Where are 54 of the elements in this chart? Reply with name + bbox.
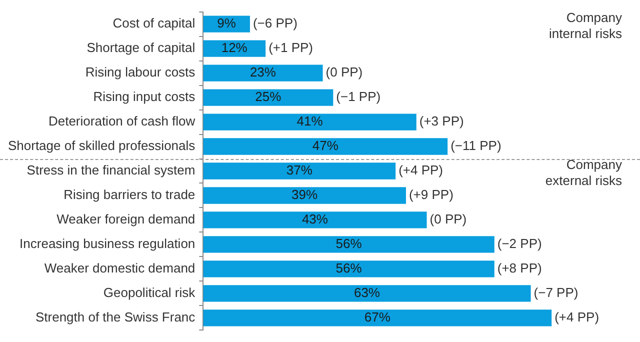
- data-label: 37%: [286, 162, 313, 178]
- data-label: 63%: [354, 285, 380, 300]
- bar: [203, 285, 531, 302]
- y-tick-label: Shortage of skilled professionals: [8, 138, 196, 154]
- bar: [203, 212, 427, 228]
- annotation: Company external risks: [545, 157, 622, 188]
- y-tick-label: Geopolitical risk: [103, 285, 196, 300]
- data-label: 9%: [217, 16, 236, 31]
- bar: [203, 89, 334, 106]
- y-tick-label: Rising input costs: [93, 89, 196, 104]
- annotation: (−7 PP): [534, 285, 578, 300]
- annotation: (−6 PP): [252, 16, 298, 31]
- data-label: 47%: [312, 138, 339, 154]
- annotation: (+8 PP): [497, 260, 542, 276]
- y-tick-label: Increasing business regulation: [20, 236, 196, 252]
- bar: [203, 236, 494, 253]
- data-label: 23%: [250, 64, 276, 80]
- annotation: (+9 PP): [408, 187, 454, 202]
- data-label: 56%: [336, 260, 362, 276]
- bar: [203, 138, 448, 155]
- y-tick-label: Rising barriers to trade: [64, 187, 196, 202]
- data-label: 56%: [336, 236, 362, 252]
- bar: [203, 64, 323, 82]
- data-label: 67%: [364, 310, 391, 325]
- annotation: (+4 PP): [398, 162, 444, 178]
- y-tick-label: Rising labour costs: [85, 64, 196, 80]
- annotation: (+4 PP): [554, 310, 600, 325]
- annotation: (−2 PP): [497, 236, 542, 252]
- y-tick-label: Weaker domestic demand: [44, 260, 196, 276]
- bar: [203, 114, 416, 130]
- annotation: (−1 PP): [336, 89, 381, 104]
- bar: [203, 260, 494, 278]
- data-label: 41%: [296, 114, 324, 129]
- bar: [203, 40, 266, 57]
- data-label: 25%: [255, 89, 282, 104]
- y-tick-label: Deterioration of cash flow: [48, 114, 196, 129]
- y-tick-label: Stress in the financial system: [26, 162, 196, 178]
- bar: [203, 162, 396, 180]
- annotation: Company internal risks: [549, 10, 622, 42]
- annotation: (0 PP): [326, 64, 363, 80]
- annotation: (0 PP): [430, 212, 467, 227]
- y-tick-label: Shortage of capital: [86, 40, 196, 56]
- bar: [203, 310, 552, 326]
- data-label: 39%: [292, 187, 318, 202]
- annotation: (+1 PP): [268, 40, 314, 56]
- y-tick-label: Strength of the Swiss Franc: [35, 310, 196, 325]
- annotation: (−11 PP): [450, 138, 502, 154]
- data-label: 12%: [221, 40, 248, 56]
- bar: [203, 187, 406, 204]
- bar: [203, 16, 250, 32]
- data-label: 43%: [302, 212, 328, 227]
- annotation: (+3 PP): [419, 114, 464, 129]
- y-tick-label: Weaker foreign demand: [56, 212, 196, 227]
- y-tick-label: Cost of capital: [112, 16, 196, 31]
